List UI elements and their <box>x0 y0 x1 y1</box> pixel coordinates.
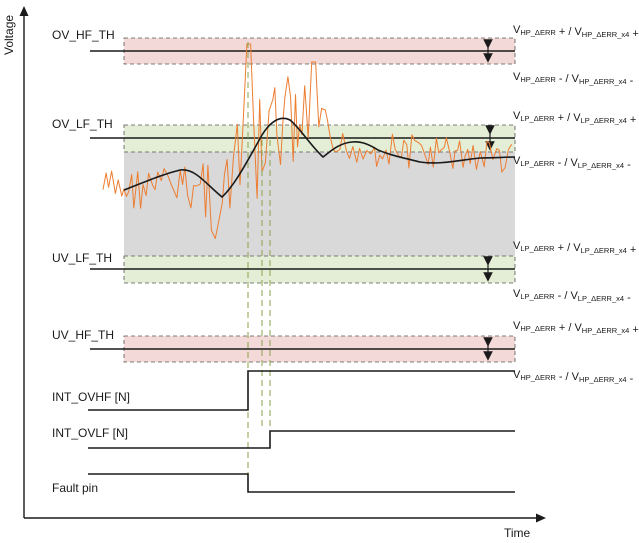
y-axis-label: Voltage <box>2 15 16 55</box>
uv-lf-label: UV_LF_TH <box>52 251 112 265</box>
filtered-voltage-signal <box>123 117 516 198</box>
ov-hf-upper-annotation: VHP_ΔERR + / VHP_ΔERR_x4 + <box>513 24 639 40</box>
x-axis-arrow <box>536 513 546 523</box>
threshold-lines <box>90 50 515 350</box>
fault-pin-label: Fault pin <box>52 481 98 495</box>
ov-hf-lower-annotation: VHP_ΔERR - / VHP_ΔERR_x4 - <box>513 71 634 87</box>
ov-lf-label: OV_LF_TH <box>52 117 113 131</box>
int-ovlf-waveform <box>88 430 515 449</box>
uv-hf-lower-annotation: VHP_ΔERR - / VHP_ΔERR_x4 - <box>513 369 634 385</box>
uv-lf-upper-annotation: VLP_ΔERR + / VLP_ΔERR_x4 + <box>513 240 636 256</box>
x-axis-label: Time <box>504 526 531 540</box>
int-ovlf-label: INT_OVLF [N] <box>52 426 128 440</box>
axes: Voltage Time <box>2 6 546 540</box>
raw-voltage-signal <box>102 43 513 239</box>
ov-lf-lower-annotation: VLP_ΔERR - / VLP_ΔERR_x4 - <box>513 155 631 171</box>
uv-lf-lower-annotation: VLP_ΔERR - / VLP_ΔERR_x4 - <box>513 288 631 304</box>
threshold-labels: OV_HF_TH OV_LF_TH UV_LF_TH UV_HF_TH <box>52 28 115 342</box>
tolerance-annotations: VHP_ΔERR + / VHP_ΔERR_x4 + VHP_ΔERR - / V… <box>513 24 639 385</box>
digital-signals: INT_OVHF [N] INT_OVLF [N] Fault pin <box>52 370 515 495</box>
fault-pin-waveform <box>88 473 515 493</box>
ov-lf-upper-annotation: VLP_ΔERR + / VLP_ΔERR_x4 + <box>513 110 636 126</box>
y-axis-arrow <box>19 6 29 16</box>
int-ovhf-label: INT_OVHF [N] <box>52 390 130 404</box>
tolerance-arrows <box>483 39 495 361</box>
normal-operating-region <box>124 152 515 256</box>
uv-hf-label: UV_HF_TH <box>52 328 114 342</box>
int-ovhf-waveform <box>88 370 515 411</box>
ov-hf-label: OV_HF_TH <box>52 28 115 42</box>
uv-hf-upper-annotation: VHP_ΔERR + / VHP_ΔERR_x4 + <box>513 320 639 336</box>
trigger-guides <box>247 42 271 492</box>
